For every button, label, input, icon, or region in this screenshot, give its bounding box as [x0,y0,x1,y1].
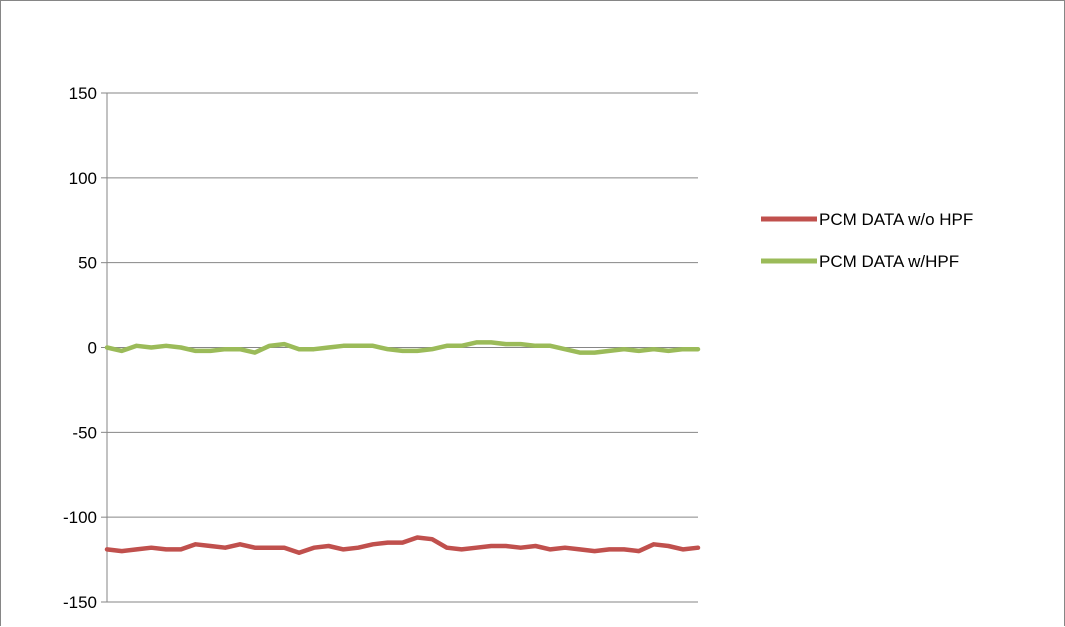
y-tick-label: 50 [78,254,97,273]
y-tick-label: 150 [69,84,97,103]
legend-label-2: PCM DATA w/HPF [819,252,959,271]
gridlines [107,92,698,603]
series-lines [104,340,701,556]
series-line-1 [104,535,701,556]
series-line-2 [104,340,701,355]
legend: PCM DATA w/o HPF PCM DATA w/HPF [761,210,973,271]
y-tick-label: -150 [63,593,97,612]
y-tick-label: 100 [69,169,97,188]
y-tick-label: 0 [88,339,97,358]
y-tick-label: -50 [72,423,97,442]
y-tick-label: -100 [63,508,97,527]
y-tick-labels: 150 100 50 0 -50 -100 -150 [63,84,97,612]
legend-label-1: PCM DATA w/o HPF [819,210,973,229]
